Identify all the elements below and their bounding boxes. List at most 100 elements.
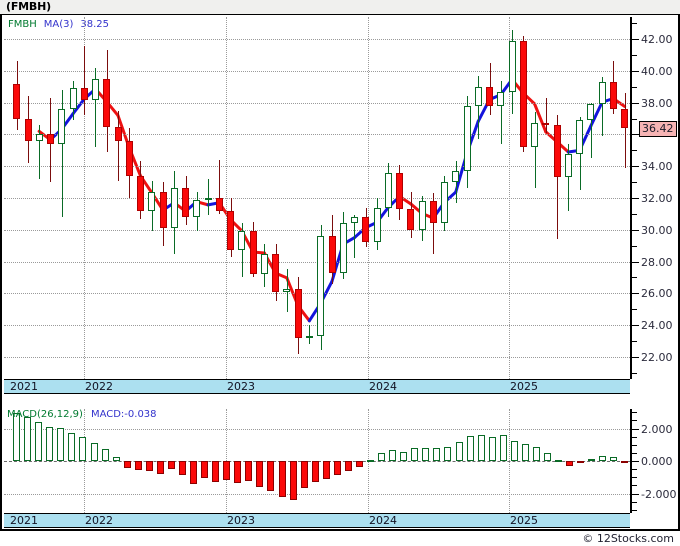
macd-bar-positive [35, 421, 42, 461]
price-axis-tick [632, 166, 639, 168]
footer: © 12Stocks.com [0, 531, 680, 546]
price-axis-label: 28.00 [641, 255, 673, 269]
price-year-gridline [226, 17, 227, 379]
candle-body-up [261, 253, 268, 275]
macd-axis-tick [632, 509, 637, 511]
price-axis-tick [632, 261, 639, 263]
macd-bar-negative [201, 461, 208, 478]
price-gridline [4, 229, 630, 231]
year-label: 2024 [369, 514, 397, 527]
price-axis-tick [632, 198, 639, 199]
macd-year-axis: 2021 2022 2023 2024 2025 [4, 513, 630, 528]
candle-body-up [565, 153, 572, 178]
price-axis-tick [632, 372, 637, 374]
candle-wick [118, 110, 119, 181]
macd-bar-negative [566, 461, 573, 466]
price-year-gridline [368, 17, 369, 379]
candle-body-down [126, 140, 133, 176]
candle-wick [62, 90, 63, 218]
price-gridline [4, 166, 630, 168]
macd-bar-negative [190, 461, 197, 485]
candle-body-up [283, 288, 290, 292]
macd-bar-negative [621, 461, 628, 463]
price-year-gridline [84, 17, 85, 379]
candle-body-up [92, 78, 99, 100]
price-axis-tick [632, 55, 637, 57]
price-plot-area[interactable]: FMBH MA(3) 38.25 [4, 17, 630, 379]
candle-body-up [58, 109, 65, 144]
year-label: 2024 [369, 380, 397, 393]
price-axis-label: 26.00 [641, 287, 673, 301]
price-axis-tick [632, 118, 637, 120]
macd-bar-positive [489, 436, 496, 461]
price-axis-tick [632, 182, 637, 184]
candle-body-down [430, 201, 437, 224]
legend-symbol: FMBH [8, 19, 37, 30]
candle-body-down [103, 78, 110, 127]
candle-body-up [306, 336, 313, 339]
macd-bar-positive [24, 416, 31, 461]
candle-body-down [216, 198, 223, 211]
macd-bar-positive [533, 446, 540, 461]
macd-bar-negative [234, 461, 241, 484]
candle-body-up [351, 217, 358, 224]
year-label: 2021 [10, 514, 38, 527]
candle-body-down [329, 236, 336, 273]
macd-bar-positive [57, 428, 64, 461]
candle-wick [568, 144, 569, 211]
price-gridline [4, 198, 630, 199]
candle-body-up [171, 188, 178, 229]
candle-wick [84, 45, 85, 116]
candle-wick [208, 178, 209, 216]
macd-bar-negative [323, 461, 330, 480]
macd-axis-tick [632, 485, 637, 487]
candle-body-up [317, 236, 324, 337]
macd-legend-label: MACD(26,12,9) [7, 409, 83, 420]
macd-bar-negative [212, 461, 219, 482]
macd-axis-tick [632, 444, 637, 446]
candle-wick [433, 193, 434, 254]
year-label: 2022 [85, 514, 113, 527]
macd-bar-positive [389, 449, 396, 461]
candle-body-up [497, 91, 504, 106]
candle-body-up [148, 191, 155, 211]
macd-bar-positive [367, 459, 374, 462]
macd-bar-negative [267, 461, 274, 491]
price-axis-tick [632, 39, 639, 41]
macd-bar-negative [146, 461, 153, 472]
macd-bar-negative [312, 461, 319, 483]
year-label: 2023 [227, 380, 255, 393]
candle-wick [602, 77, 603, 137]
price-axis-label: 24.00 [641, 319, 673, 333]
candle-body-down [160, 191, 167, 229]
price-panel: FMBH MA(3) 38.25 42.00 40.00 38.00 34.00 32.00… [2, 17, 678, 394]
macd-bar-negative [256, 461, 263, 487]
macd-bar-positive [102, 449, 109, 461]
year-label: 2022 [85, 380, 113, 393]
site-credit: © 12Stocks.com [582, 532, 674, 545]
price-axis-tick [632, 340, 637, 342]
macd-axis-tick [632, 452, 637, 454]
macd-value-axis: 2.000 0.000 -2.000 [630, 409, 680, 513]
macd-bar-positive [456, 441, 463, 461]
macd-bar-positive [444, 446, 451, 461]
macd-plot-area[interactable]: MACD(26,12,9) MACD:-0.038 [4, 409, 630, 513]
macd-axis-label: -2.000 [641, 487, 677, 501]
candle-body-up [576, 120, 583, 154]
macd-axis-tick [632, 461, 639, 462]
macd-axis-tick [632, 428, 639, 430]
price-axis-label: 22.00 [641, 350, 673, 364]
candle-body-down [250, 231, 257, 275]
macd-bar-negative [279, 461, 286, 498]
macd-bar-negative [157, 461, 164, 474]
price-gridline [4, 39, 630, 41]
macd-bar-positive [13, 413, 20, 461]
candle-wick [501, 80, 502, 144]
price-gridline [4, 356, 630, 358]
macd-axis-tick [632, 501, 637, 503]
candle-body-up [599, 82, 606, 105]
macd-bar-positive [91, 442, 98, 461]
macd-legend: MACD(26,12,9) MACD:-0.038 [7, 409, 157, 420]
candle-body-down [227, 210, 234, 251]
price-legend: FMBH MA(3) 38.25 [8, 19, 109, 30]
